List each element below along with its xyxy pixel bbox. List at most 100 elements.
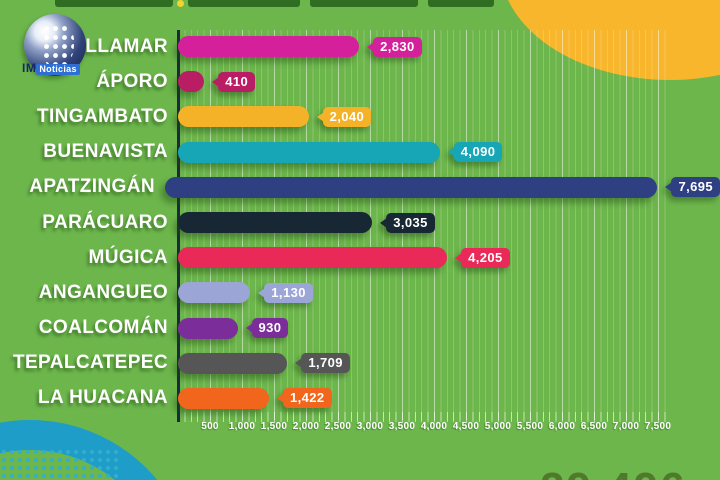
chart-row: ANGANGUEO 1,130: [0, 275, 720, 310]
logo-caption: IM Noticias: [22, 59, 80, 77]
chart-row: BUENAVISTA 4,090: [0, 135, 720, 170]
axis-tick-label: 1,000: [228, 421, 256, 432]
category-label: TINGAMBATO: [36, 105, 168, 127]
badge-arrow-icon: [295, 358, 303, 369]
bar-track: 1,130: [178, 282, 720, 304]
category-label: ANGANGUEO: [38, 281, 168, 303]
category-label: MÚGICA: [88, 246, 168, 268]
category-label: TEPALCATEPEC: [12, 352, 168, 374]
data-bar: [178, 212, 373, 234]
value-label: 930: [251, 318, 289, 339]
value-label: 4,205: [461, 247, 510, 268]
chart-row: PARÁCUARO 3,035: [0, 205, 720, 240]
value-badge: 1,130: [258, 282, 313, 303]
bar-track: 1,709: [178, 352, 720, 374]
bar-track: 4,090: [178, 141, 720, 163]
value-badge: 4,205: [455, 247, 510, 268]
x-axis-tick-labels: 500 1,000 1,500 2,000 2,500 3,000 3,500 4,000 4,…: [178, 421, 678, 435]
data-bar: [178, 141, 440, 163]
axis-tick-label: 4,500: [452, 421, 480, 432]
total-value-partial: 29,496: [540, 464, 687, 480]
category-label: BUENAVISTA: [43, 141, 168, 163]
data-bar: [178, 317, 238, 339]
badge-arrow-icon: [380, 217, 388, 228]
axis-tick-label: 3,500: [388, 421, 416, 432]
title-fragment: [188, 0, 300, 7]
badge-arrow-icon: [245, 323, 253, 334]
value-badge: 2,040: [316, 106, 372, 127]
category-label: PARÁCUARO: [42, 211, 168, 233]
data-bar: [178, 247, 448, 269]
category-label: COALCOMÁN: [38, 317, 168, 339]
axis-tick-label: 6,500: [580, 421, 608, 432]
cropped-title-strip: [0, 0, 720, 8]
chart-row: ÁPORO 410: [0, 64, 720, 99]
chart-row: MÚGICA 4,205: [0, 240, 720, 275]
value-badge: 1,709: [295, 353, 350, 374]
bar-track: 2,830: [178, 36, 720, 58]
axis-tick-label: 2,000: [292, 421, 320, 432]
value-label: 1,130: [264, 282, 313, 303]
data-bar: [178, 282, 251, 304]
category-label: APATZINGÁN: [29, 176, 155, 198]
value-label: 1,709: [301, 353, 350, 374]
category-label: ÁPORO: [96, 70, 168, 92]
value-badge: 7,695: [665, 177, 720, 198]
axis-tick-label: 7,000: [612, 421, 640, 432]
title-fragment: [310, 0, 418, 7]
title-fragment: [428, 0, 494, 7]
data-bar: [178, 352, 288, 374]
bar-track: 2,040: [178, 106, 720, 128]
category-label: LA HUACANA: [38, 387, 168, 409]
logo-im-noticias: IM Noticias: [22, 13, 118, 77]
bar-track: 7,695: [164, 176, 720, 198]
value-badge: 3,035: [380, 212, 435, 233]
bar-track: 930: [178, 317, 720, 339]
value-label: 2,830: [373, 36, 422, 57]
bar-track: 1,422: [178, 387, 720, 409]
chart-row: LA HUACANA 1,422: [0, 381, 720, 416]
badge-arrow-icon: [447, 147, 455, 158]
data-bar: [178, 71, 205, 93]
value-badge: 930: [245, 318, 289, 339]
bar-track: 410: [178, 71, 720, 93]
axis-tick-label: 5,000: [484, 421, 512, 432]
chart-row: TINGAMBATO 2,040: [0, 99, 720, 134]
data-bar: [178, 387, 269, 409]
value-label: 1,422: [283, 388, 332, 409]
bar-chart: ILLAMAR 2,830 ÁPORO 410 TINGAMBATO 2,040: [0, 29, 720, 416]
data-bar: [164, 176, 658, 198]
chart-row: TEPALCATEPEC 1,709: [0, 346, 720, 381]
value-label: 4,090: [453, 142, 503, 163]
badge-arrow-icon: [277, 393, 284, 404]
badge-arrow-icon: [258, 287, 266, 298]
axis-tick-label: 5,500: [516, 421, 544, 432]
value-label: 3,035: [386, 212, 435, 233]
halftone-dots-pattern: [0, 448, 118, 480]
value-label: 410: [218, 71, 256, 92]
axis-tick-label: 6,000: [548, 421, 576, 432]
value-badge: 4,090: [447, 142, 503, 163]
logo-text-primary: IM: [22, 61, 37, 75]
bar-track: 4,205: [178, 247, 720, 269]
value-label: 2,040: [322, 106, 372, 127]
badge-arrow-icon: [316, 111, 324, 122]
badge-arrow-icon: [367, 41, 375, 52]
axis-tick-label: 1,500: [260, 421, 288, 432]
badge-arrow-icon: [665, 182, 673, 193]
axis-tick-label: 7,500: [644, 421, 672, 432]
logo-text-secondary: Noticias: [36, 64, 80, 75]
axis-tick-label: 500: [201, 421, 219, 432]
chart-row: APATZINGÁN 7,695: [0, 170, 720, 205]
value-badge: 2,830: [367, 36, 422, 57]
title-yellow-dot: [177, 0, 184, 7]
logo-dot-grid-icon: [41, 23, 74, 69]
title-fragment: [55, 0, 173, 7]
axis-tick-label: 3,000: [356, 421, 384, 432]
value-badge: 410: [212, 71, 256, 92]
axis-tick-label: 2,500: [324, 421, 352, 432]
value-label: 7,695: [671, 177, 720, 198]
category-label: ILLAMAR: [79, 35, 168, 57]
badge-arrow-icon: [455, 252, 463, 263]
